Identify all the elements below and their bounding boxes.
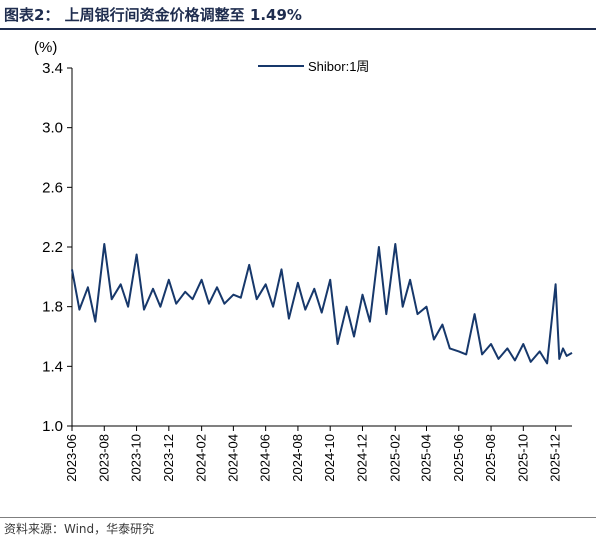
line-chart: (%) 1.0 1.4 1.8 2.2 2.6 3.0 3.4 2023-06 2023-08 20… — [34, 39, 573, 482]
chart-title: 图表2： 上周银行间资金价格调整至 1.49% — [4, 6, 302, 24]
x-tick-label: 2025-08 — [483, 434, 498, 482]
y-tick-label: 1.8 — [42, 299, 63, 316]
chart-axes — [71, 68, 572, 427]
y-tick-label: 2.2 — [42, 239, 63, 256]
x-tick-label: 2023-06 — [64, 434, 79, 482]
chart-ticks: (%) 1.0 1.4 1.8 2.2 2.6 3.0 3.4 2023-06 2023-08 20… — [34, 39, 563, 482]
x-tick-label: 2024-08 — [290, 434, 305, 482]
y-tick-label: 1.4 — [42, 358, 63, 375]
x-tick-label: 2023-10 — [129, 434, 144, 482]
y-tick-label: 3.0 — [42, 120, 63, 137]
x-tick-label: 2024-12 — [354, 434, 369, 482]
title-divider — [0, 28, 596, 30]
y-tick-label: 2.6 — [42, 179, 63, 196]
x-tick-label: 2025-12 — [548, 434, 563, 482]
source-divider — [0, 517, 596, 518]
y-tick-label: 1.0 — [42, 418, 63, 435]
y-tick-label: 3.4 — [42, 60, 63, 77]
source-note: 资料来源：Wind，华泰研究 — [4, 522, 155, 536]
x-tick-label: 2025-10 — [515, 434, 530, 482]
x-tick-label: 2025-06 — [451, 434, 466, 482]
chart-legend: Shibor:1周 — [258, 59, 369, 74]
x-tick-label: 2024-06 — [258, 434, 273, 482]
x-tick-label: 2023-08 — [96, 434, 111, 482]
x-tick-label: 2025-04 — [418, 434, 433, 482]
x-tick-label: 2023-12 — [161, 434, 176, 482]
x-tick-label: 2024-10 — [322, 434, 337, 482]
x-tick-label: 2024-04 — [225, 434, 240, 482]
series-line-shibor-1w — [71, 243, 573, 365]
legend-label: Shibor:1周 — [308, 59, 369, 74]
chart-series — [71, 243, 573, 365]
x-tick-label: 2025-02 — [387, 434, 402, 482]
x-tick-label: 2024-02 — [194, 434, 209, 482]
y-axis-label: (%) — [34, 39, 57, 56]
